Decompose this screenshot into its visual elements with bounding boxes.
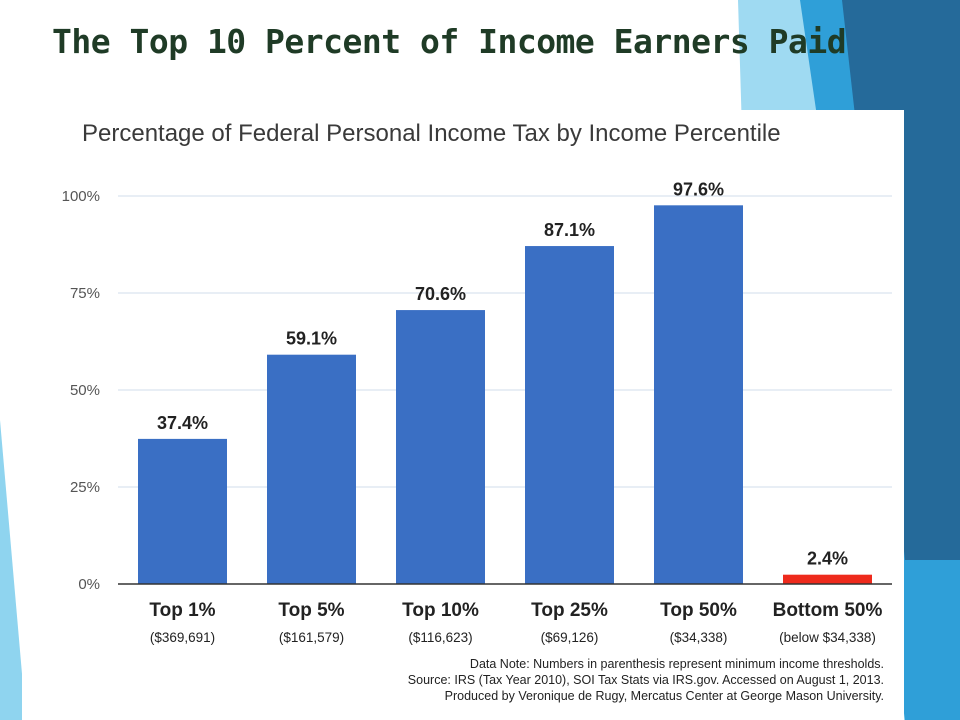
- x-threshold-label: (below $34,338): [779, 630, 876, 645]
- deco-shape-left: [0, 420, 26, 720]
- bar: [783, 574, 872, 584]
- x-threshold-label: ($69,126): [541, 630, 599, 645]
- data-label: 97.6%: [673, 179, 724, 199]
- bar: [267, 354, 356, 584]
- chart-panel: Percentage of Federal Personal Income Ta…: [22, 110, 904, 720]
- slide-title: The Top 10 Percent of Income Earners Pai…: [52, 22, 847, 61]
- bar: [138, 438, 227, 584]
- source-note: Source: IRS (Tax Year 2010), SOI Tax Sta…: [407, 673, 884, 687]
- x-tick-label: Top 1%: [149, 600, 215, 621]
- x-tick-label: Top 5%: [278, 600, 344, 621]
- producer-note: Produced by Veronique de Rugy, Mercatus …: [444, 689, 884, 703]
- x-tick-label: Top 10%: [402, 600, 479, 621]
- bar: [396, 310, 485, 584]
- bar: [654, 205, 743, 584]
- data-label: 2.4%: [807, 549, 848, 569]
- y-tick-label: 0%: [78, 576, 100, 593]
- data-note: Data Note: Numbers in parenthesis repres…: [469, 657, 884, 671]
- x-tick-label: Bottom 50%: [773, 600, 883, 621]
- data-label: 87.1%: [544, 220, 595, 240]
- y-tick-label: 50%: [70, 382, 100, 399]
- chart-title: Percentage of Federal Personal Income Ta…: [82, 120, 781, 147]
- x-tick-label: Top 50%: [660, 600, 737, 621]
- data-label: 37.4%: [157, 413, 208, 433]
- data-label: 70.6%: [415, 284, 466, 304]
- y-tick-label: 75%: [70, 285, 100, 302]
- x-tick-label: Top 25%: [531, 600, 608, 621]
- y-tick-label: 25%: [70, 479, 100, 496]
- y-tick-label: 100%: [62, 188, 100, 205]
- x-threshold-label: ($116,623): [408, 630, 472, 645]
- x-threshold-label: ($369,691): [150, 630, 215, 645]
- x-threshold-label: ($34,338): [670, 630, 728, 645]
- bar: [525, 246, 614, 584]
- bar-chart: 0% 25% 50% 75% 100% 37.4% Top 1% ($369,691) 59.1…: [62, 179, 892, 645]
- x-threshold-label: ($161,579): [279, 630, 344, 645]
- chart-notes: Data Note: Numbers in parenthesis repres…: [408, 656, 884, 704]
- data-label: 59.1%: [286, 329, 337, 349]
